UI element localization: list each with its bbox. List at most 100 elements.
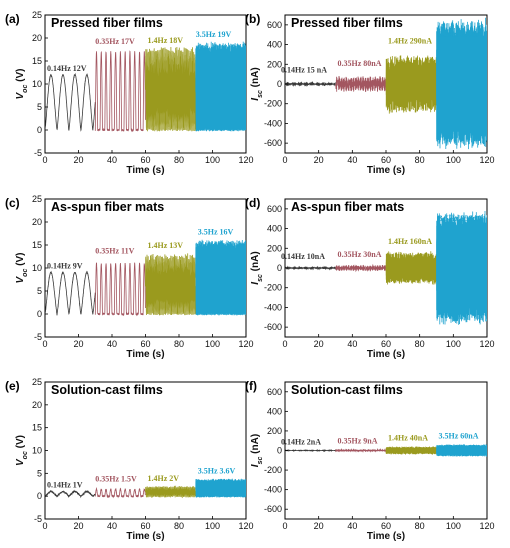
y-tick-label: -200 bbox=[264, 283, 282, 293]
panel-b: 0.14Hz 15 nA 0.35Hz 80nA 1.4Hz 290nA 3.5Hz … bbox=[245, 12, 495, 176]
traces bbox=[45, 478, 246, 499]
x-tick-label: 120 bbox=[479, 339, 494, 349]
y-axis-label: Voc (V) bbox=[15, 435, 29, 466]
x-tick-label: 120 bbox=[238, 521, 253, 531]
x-tick-label: 120 bbox=[238, 155, 253, 165]
series-label: 3.5Hz 19V bbox=[196, 30, 232, 39]
y-tick-label: 0 bbox=[277, 263, 282, 273]
panel-label: (e) bbox=[5, 379, 20, 393]
y-tick-label: 5 bbox=[37, 286, 42, 296]
series-trace bbox=[385, 55, 437, 114]
series-label: 3.5Hz 16V bbox=[198, 227, 234, 236]
x-tick-label: 60 bbox=[381, 521, 391, 531]
panel-label: (c) bbox=[5, 196, 20, 210]
y-tick-label: 20 bbox=[32, 400, 42, 410]
y-tick-label: 200 bbox=[267, 243, 282, 253]
series-trace bbox=[335, 448, 387, 453]
panel-title: Pressed fiber films bbox=[51, 16, 163, 30]
series-trace bbox=[195, 478, 246, 498]
panel-title: Pressed fiber films bbox=[291, 16, 403, 30]
x-tick-label: 20 bbox=[314, 155, 324, 165]
x-tick-label: 20 bbox=[314, 521, 324, 531]
x-axis-label: Time (s) bbox=[126, 531, 164, 542]
series-trace bbox=[145, 485, 197, 499]
y-tick-label: -400 bbox=[264, 485, 282, 495]
series-label: 0.14Hz 10nA bbox=[281, 252, 325, 261]
y-tick-label: 5 bbox=[37, 468, 42, 478]
x-tick-label: 80 bbox=[415, 521, 425, 531]
x-tick-label: 20 bbox=[73, 155, 83, 165]
y-tick-label: 25 bbox=[32, 377, 42, 387]
panel-e: 0.14Hz 1V 0.35Hz 1.5V 1.4Hz 2V 3.5Hz 3.6V 0 2… bbox=[5, 377, 254, 542]
x-tick-label: 100 bbox=[446, 521, 461, 531]
series-label: 0.14Hz 12V bbox=[47, 64, 87, 73]
series-label: 3.5Hz 550nA bbox=[439, 214, 483, 223]
y-tick-label: -200 bbox=[264, 465, 282, 475]
y-tick-label: 5 bbox=[37, 102, 42, 112]
y-tick-label: 600 bbox=[267, 204, 282, 214]
x-tick-label: 40 bbox=[107, 521, 117, 531]
x-tick-label: 40 bbox=[347, 155, 357, 165]
series-label: 3.5Hz 630nA bbox=[439, 30, 483, 39]
series-trace bbox=[94, 50, 146, 133]
x-tick-label: 40 bbox=[347, 339, 357, 349]
series-trace bbox=[195, 41, 246, 132]
y-tick-label: -600 bbox=[264, 322, 282, 332]
x-axis-label: Time (s) bbox=[367, 349, 405, 360]
panel-c: 0.14Hz 9V 0.35Hz 11V 1.4Hz 13V 3.5Hz 16V 0 20… bbox=[5, 194, 254, 360]
x-tick-label: 60 bbox=[140, 155, 150, 165]
x-tick-label: 80 bbox=[415, 339, 425, 349]
y-tick-label: 0 bbox=[277, 79, 282, 89]
y-tick-label: -600 bbox=[264, 138, 282, 148]
x-tick-label: 100 bbox=[446, 155, 461, 165]
x-tick-label: 0 bbox=[42, 521, 47, 531]
panel-f: 0.14Hz 2nA 0.35Hz 9nA 1.4Hz 40nA 3.5Hz 60nA… bbox=[245, 379, 495, 542]
series-trace bbox=[145, 46, 197, 132]
series-label: 1.4Hz 160nA bbox=[388, 237, 432, 246]
y-tick-label: 600 bbox=[267, 20, 282, 30]
series-trace bbox=[436, 210, 487, 325]
series-label: 0.35Hz 30nA bbox=[338, 250, 382, 259]
panel-label: (d) bbox=[245, 196, 260, 210]
series-label: 0.14Hz 9V bbox=[47, 262, 83, 271]
y-axis-label: Isc (nA) bbox=[250, 251, 264, 284]
traces bbox=[285, 17, 487, 150]
y-tick-label: 25 bbox=[32, 194, 42, 204]
y-tick-label: 200 bbox=[267, 426, 282, 436]
x-tick-label: 60 bbox=[381, 155, 391, 165]
series-label: 0.14Hz 2nA bbox=[281, 437, 321, 446]
x-tick-label: 0 bbox=[42, 155, 47, 165]
x-tick-label: 100 bbox=[446, 339, 461, 349]
y-tick-label: 600 bbox=[267, 387, 282, 397]
traces bbox=[45, 239, 246, 317]
panel-label: (a) bbox=[5, 12, 20, 26]
x-tick-label: 20 bbox=[73, 339, 83, 349]
y-axis-label: Voc (V) bbox=[15, 253, 29, 284]
traces bbox=[285, 210, 487, 325]
y-tick-label: 20 bbox=[32, 33, 42, 43]
panel-label: (f) bbox=[245, 379, 257, 393]
y-tick-label: 200 bbox=[267, 59, 282, 69]
series-label: 0.35Hz 11V bbox=[95, 246, 134, 255]
panel-d: 0.14Hz 10nA 0.35Hz 30nA 1.4Hz 160nA 3.5Hz 5… bbox=[245, 196, 495, 360]
x-tick-label: 20 bbox=[73, 521, 83, 531]
y-axis-label: Isc (nA) bbox=[250, 67, 264, 100]
y-tick-label: -5 bbox=[34, 148, 42, 158]
series-trace bbox=[94, 487, 146, 499]
series-label: 3.5Hz 3.6V bbox=[198, 467, 236, 476]
series-label: 1.4Hz 40nA bbox=[388, 434, 428, 443]
y-tick-label: 15 bbox=[32, 56, 42, 66]
series-label: 1.4Hz 290nA bbox=[388, 36, 432, 45]
y-tick-label: 25 bbox=[32, 10, 42, 20]
x-tick-label: 20 bbox=[314, 339, 324, 349]
y-tick-label: -5 bbox=[34, 514, 42, 524]
panel-label: (b) bbox=[245, 12, 260, 26]
y-axis-label: Voc (V) bbox=[15, 69, 29, 100]
x-tick-label: 120 bbox=[238, 339, 253, 349]
series-label: 3.5Hz 60nA bbox=[439, 432, 479, 441]
series-trace bbox=[385, 251, 437, 285]
series-trace bbox=[195, 239, 246, 316]
series-label: 0.35Hz 9nA bbox=[338, 437, 378, 446]
series-trace bbox=[285, 265, 336, 271]
